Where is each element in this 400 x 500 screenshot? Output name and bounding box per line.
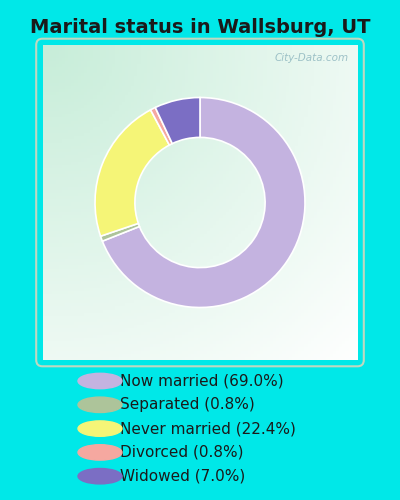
Circle shape	[78, 397, 122, 412]
Text: Now married (69.0%): Now married (69.0%)	[120, 374, 284, 388]
Text: Widowed (7.0%): Widowed (7.0%)	[120, 468, 245, 483]
Circle shape	[78, 468, 122, 484]
Wedge shape	[100, 224, 140, 241]
Circle shape	[78, 421, 122, 436]
Text: City-Data.com: City-Data.com	[275, 54, 349, 64]
Text: Separated (0.8%): Separated (0.8%)	[120, 398, 255, 412]
Text: Never married (22.4%): Never married (22.4%)	[120, 421, 296, 436]
Wedge shape	[102, 98, 305, 308]
Text: Marital status in Wallsburg, UT: Marital status in Wallsburg, UT	[30, 18, 370, 37]
Wedge shape	[95, 110, 169, 236]
Circle shape	[78, 374, 122, 388]
Wedge shape	[150, 108, 172, 145]
Text: Divorced (0.8%): Divorced (0.8%)	[120, 445, 244, 460]
Circle shape	[78, 444, 122, 460]
Wedge shape	[155, 98, 200, 144]
